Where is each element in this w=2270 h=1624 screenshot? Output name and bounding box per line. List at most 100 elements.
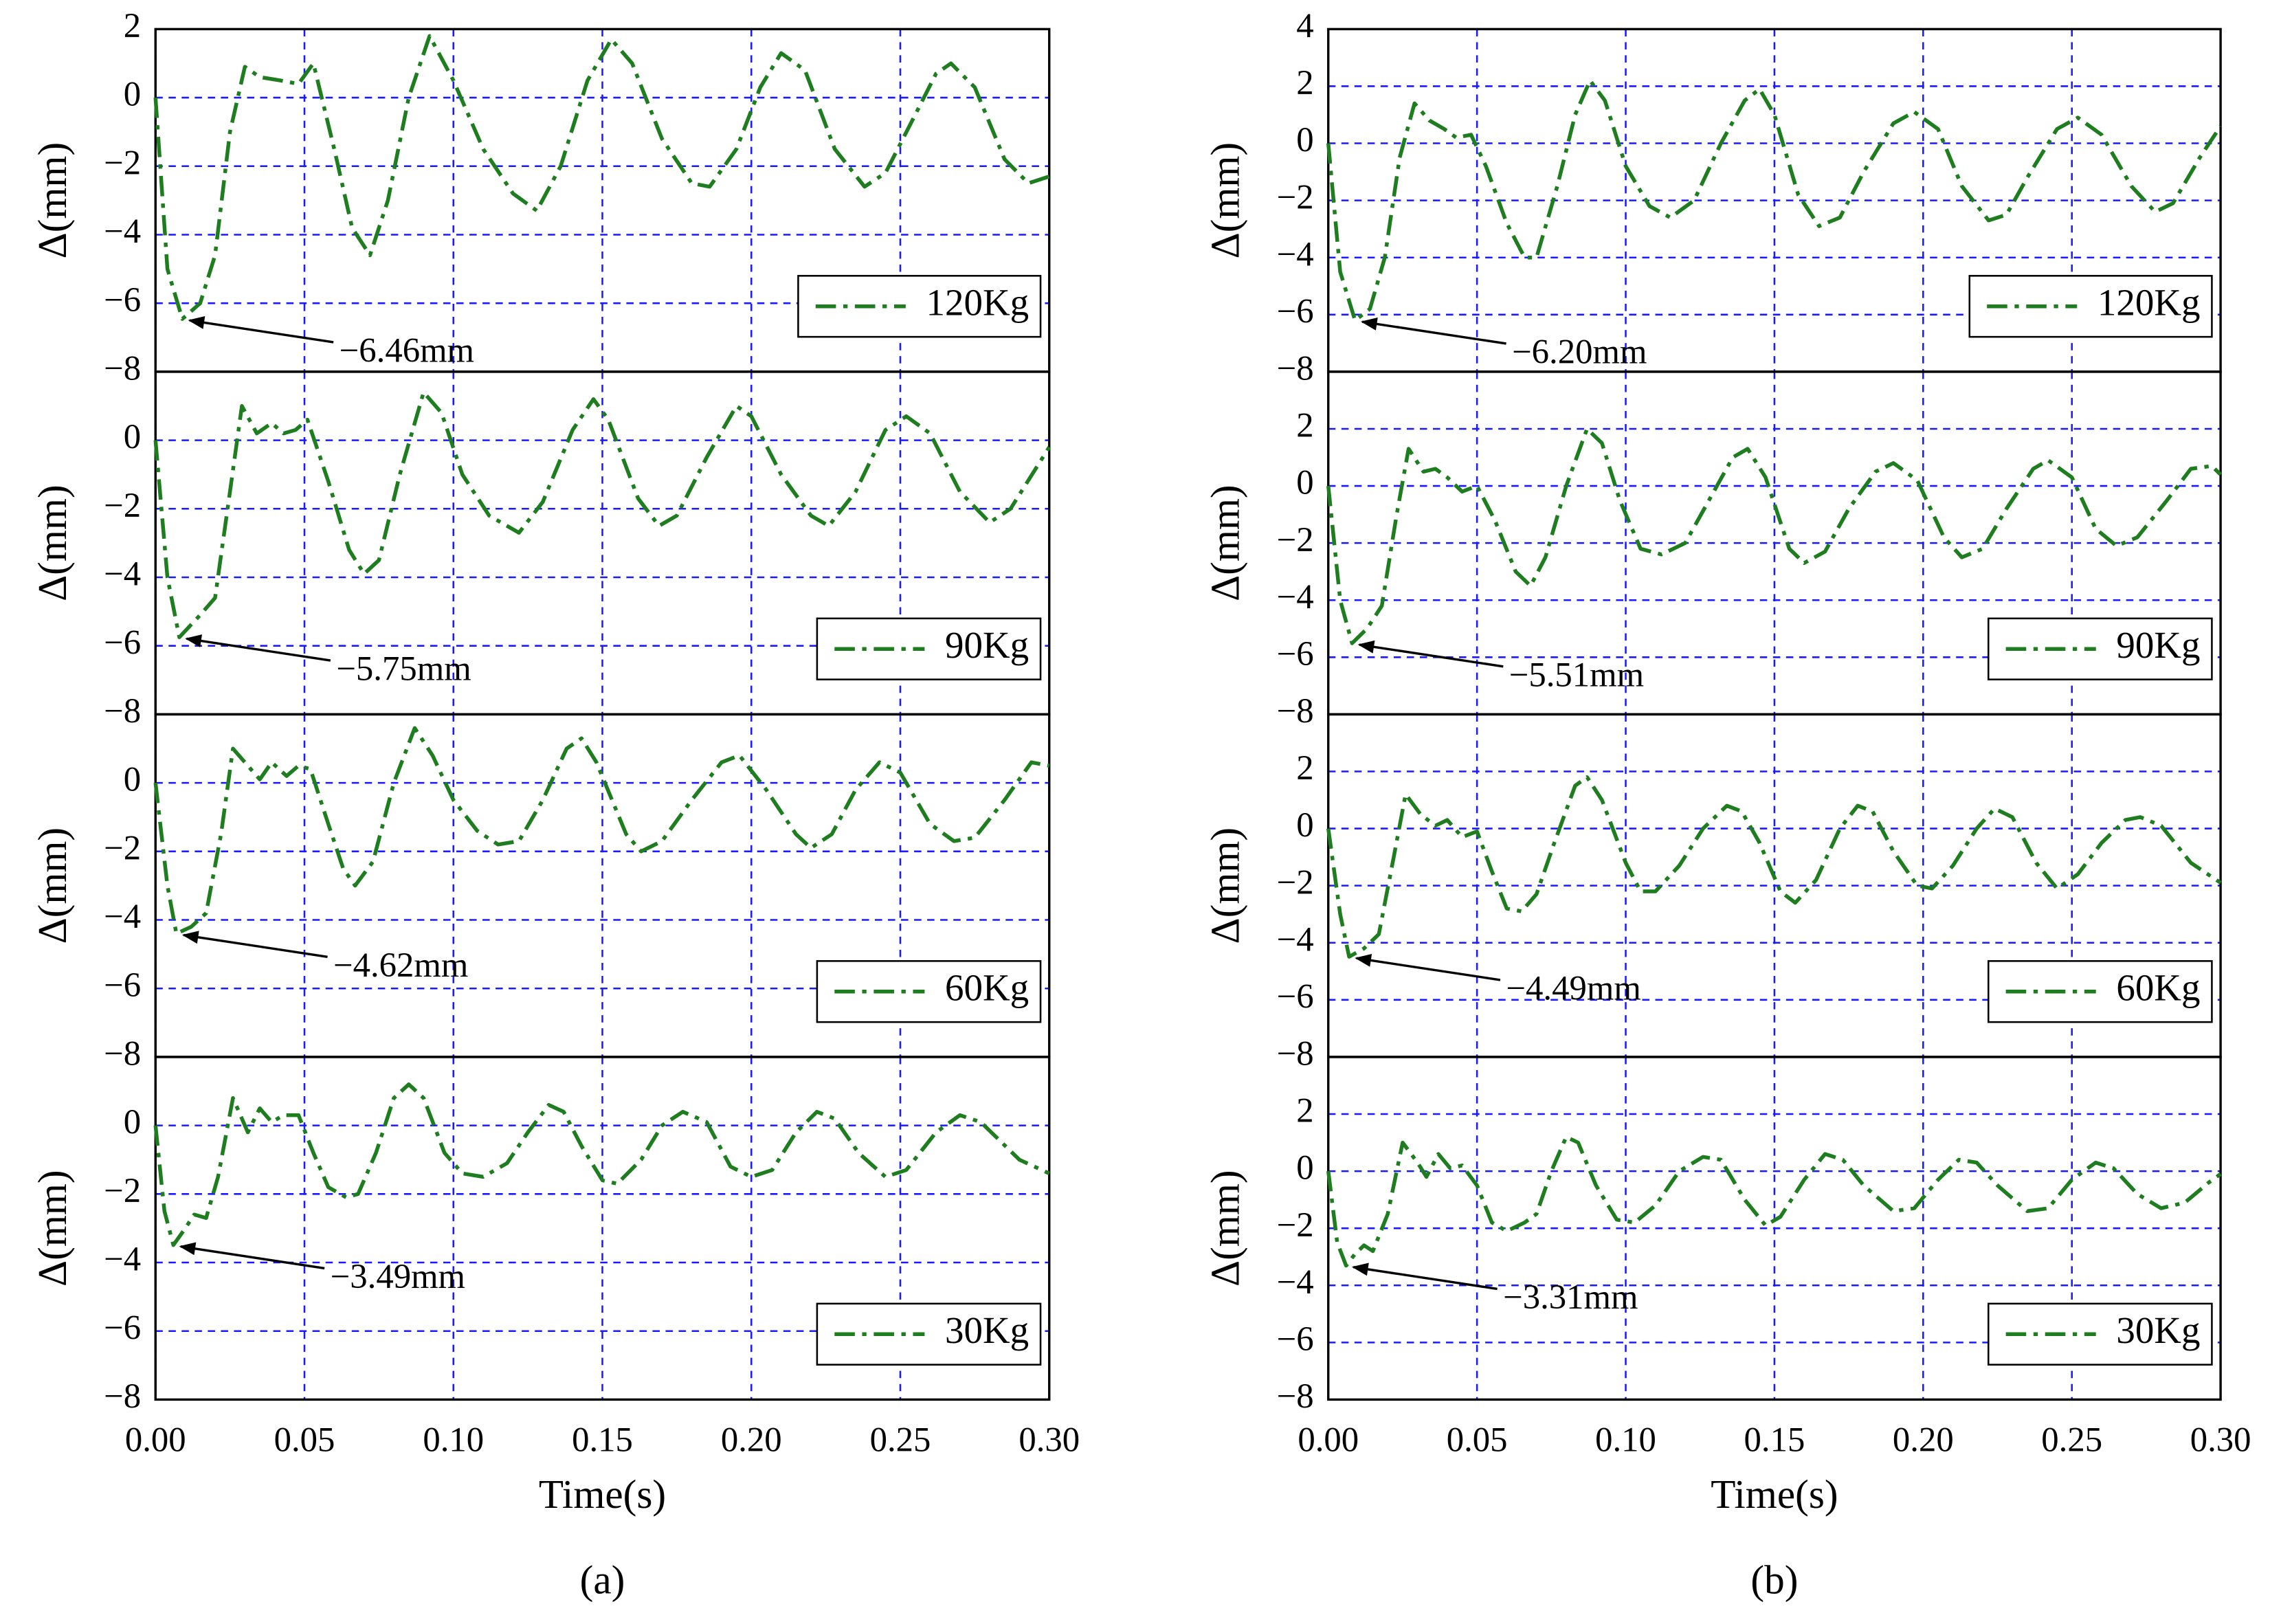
y-tick-label: 4: [1296, 6, 1313, 45]
annotation-arrow: [1355, 954, 1501, 981]
y-tick-label: −6: [104, 966, 141, 1004]
y-tick-label: 2: [124, 6, 141, 45]
annotation: −5.51mm: [1509, 655, 1644, 693]
annotation: −6.20mm: [1512, 332, 1647, 370]
y-tick-label: 2: [1296, 63, 1313, 102]
y-axis-label: Δ(mm): [30, 1170, 75, 1287]
y-tick-label: −4: [104, 897, 141, 935]
y-tick-label: −4: [1277, 1263, 1314, 1301]
annotation-arrow: [1360, 318, 1506, 345]
legend-label: 120Kg: [926, 281, 1029, 323]
y-tick-label: −6: [1277, 1320, 1314, 1358]
y-tick-label: −6: [104, 623, 141, 661]
annotation: −4.62mm: [333, 946, 468, 984]
y-tick-label: 0: [1296, 805, 1313, 844]
y-tick-label: −8: [1277, 691, 1314, 730]
y-tick-label: −6: [1277, 977, 1314, 1015]
x-tick-label: 0.15: [1744, 1421, 1805, 1459]
y-tick-label: 2: [1296, 406, 1313, 445]
y-tick-label: −2: [104, 486, 141, 524]
y-tick-label: −8: [104, 349, 141, 388]
y-tick-label: −2: [1277, 177, 1314, 216]
y-tick-label: 0: [124, 75, 141, 113]
x-tick-label: 0.25: [2041, 1421, 2102, 1459]
annotation-arrow: [185, 634, 331, 662]
legend-label: 60Kg: [945, 966, 1029, 1008]
annotation: −5.75mm: [336, 649, 471, 688]
x-tick-label: 0.25: [870, 1421, 931, 1459]
legend-label: 30Kg: [945, 1309, 1029, 1351]
panel-caption: (a): [580, 1557, 625, 1603]
y-tick-label: 0: [124, 417, 141, 456]
annotation-arrow: [1351, 1263, 1498, 1291]
y-axis-label: Δ(mm): [1203, 1170, 1248, 1287]
y-axis-label: Δ(mm): [30, 485, 75, 601]
y-tick-label: 2: [1296, 748, 1313, 787]
annotation-arrow: [188, 316, 334, 344]
plot-frame: [1327, 1056, 2222, 1401]
x-tick-label: 0.05: [1447, 1421, 1508, 1459]
y-tick-label: 0: [1296, 120, 1313, 159]
y-tick-label: −8: [1277, 1034, 1314, 1073]
y-tick-label: −2: [1277, 1205, 1314, 1244]
y-tick-label: 2: [1296, 1091, 1313, 1130]
annotation: −4.49mm: [1506, 968, 1640, 1007]
x-tick-label: 0.30: [1019, 1421, 1080, 1459]
y-tick-label: −4: [1277, 577, 1314, 616]
x-tick-label: 0.00: [125, 1421, 186, 1459]
y-tick-label: −2: [104, 828, 141, 867]
y-axis-label: Δ(mm): [1203, 142, 1248, 259]
x-tick-label: 0.15: [572, 1421, 633, 1459]
x-tick-label: 0.00: [1298, 1421, 1359, 1459]
y-tick-label: −6: [1277, 634, 1314, 673]
legend-box: [797, 275, 1042, 338]
x-axis-label: Time(s): [1711, 1471, 1838, 1517]
data-line: [153, 1082, 1050, 1247]
data-line: [153, 390, 1051, 639]
legend-label: 90Kg: [2116, 624, 2200, 666]
y-tick-label: 0: [1296, 463, 1313, 502]
y-axis-label: Δ(mm): [30, 827, 75, 944]
x-tick-label: 0.10: [423, 1421, 484, 1459]
y-tick-label: −8: [104, 691, 141, 730]
legend-label: 30Kg: [2116, 1309, 2200, 1351]
y-tick-label: −4: [1277, 920, 1314, 958]
data-line: [1326, 78, 2223, 322]
y-tick-label: −6: [1277, 291, 1314, 330]
x-tick-label: 0.20: [1893, 1421, 1954, 1459]
y-tick-label: −8: [1277, 349, 1314, 388]
y-tick-label: 0: [124, 1102, 141, 1141]
y-tick-label: −4: [104, 212, 141, 250]
y-tick-label: −4: [104, 555, 141, 593]
annotation-arrow: [179, 1242, 325, 1270]
x-tick-label: 0.20: [721, 1421, 782, 1459]
data-line: [1326, 775, 2222, 959]
y-tick-label: −2: [104, 1171, 141, 1210]
y-tick-label: −4: [104, 1240, 141, 1278]
y-tick-label: −6: [104, 1308, 141, 1346]
y-tick-label: −6: [104, 280, 141, 319]
x-axis-label: Time(s): [539, 1471, 666, 1517]
y-axis-label: Δ(mm): [1203, 485, 1248, 601]
x-tick-label: 0.30: [2190, 1421, 2251, 1459]
legend-label: 60Kg: [2116, 966, 2200, 1008]
y-axis-label: Δ(mm): [1203, 827, 1248, 944]
legend-label: 120Kg: [2097, 281, 2201, 323]
y-tick-label: −4: [1277, 234, 1314, 273]
y-tick-label: 0: [124, 760, 141, 799]
y-tick-label: −8: [104, 1377, 141, 1415]
legend-box: [1968, 275, 2213, 338]
annotation-arrow: [181, 931, 328, 958]
annotation: −3.31mm: [1503, 1278, 1638, 1316]
y-tick-label: 0: [1296, 1148, 1313, 1187]
data-line: [1326, 427, 2223, 645]
y-tick-label: −2: [104, 143, 141, 181]
panel-caption: (b): [1750, 1557, 1798, 1603]
x-tick-label: 0.10: [1595, 1421, 1656, 1459]
annotation: −3.49mm: [331, 1257, 465, 1295]
y-tick-label: −8: [1277, 1377, 1314, 1415]
y-axis-label: Δ(mm): [30, 142, 75, 259]
y-tick-label: −2: [1277, 520, 1314, 559]
